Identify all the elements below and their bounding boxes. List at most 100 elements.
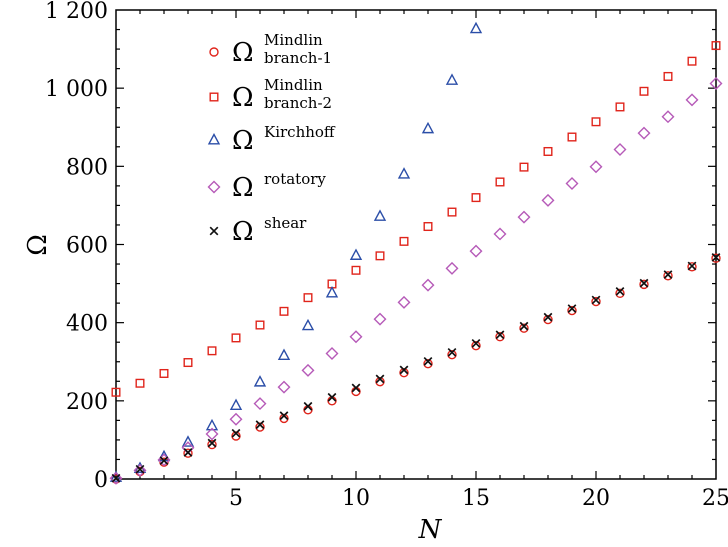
data-point	[685, 93, 699, 107]
data-point	[543, 314, 553, 325]
data-point	[495, 177, 505, 187]
data-point	[111, 473, 121, 483]
data-point	[519, 323, 529, 333]
data-point	[397, 167, 411, 179]
data-point	[469, 244, 483, 258]
series-1	[111, 41, 721, 397]
data-point	[709, 76, 723, 90]
data-point	[159, 368, 169, 378]
data-point	[423, 359, 433, 369]
data-point	[375, 376, 385, 387]
data-point	[373, 312, 387, 326]
y-tick-label: 600	[66, 234, 108, 259]
data-point	[253, 375, 267, 387]
data-point	[615, 288, 625, 299]
y-axis-label: Ω	[23, 234, 53, 256]
data-point	[351, 383, 361, 393]
data-point	[181, 435, 195, 447]
series-0	[111, 253, 721, 484]
y-tick-label: 800	[66, 155, 108, 180]
data-point	[399, 367, 409, 378]
data-point	[205, 427, 219, 441]
y-tick-label: 400	[66, 312, 108, 337]
legend-symbol: Ω	[232, 83, 254, 113]
data-point	[447, 207, 457, 217]
legend-symbol: Ω	[232, 38, 254, 68]
data-point	[255, 320, 265, 330]
series-4	[111, 252, 721, 483]
data-point	[471, 341, 481, 351]
data-point	[639, 278, 649, 288]
data-point	[495, 332, 505, 342]
legend-marker	[209, 226, 219, 236]
data-point	[255, 420, 265, 430]
data-point	[517, 210, 531, 224]
data-point	[231, 333, 241, 343]
legend-marker	[207, 133, 221, 145]
data-point	[471, 193, 481, 203]
data-point	[589, 160, 603, 174]
x-tick-label: 20	[582, 486, 610, 511]
data-point	[543, 146, 553, 156]
y-tick-label: 200	[66, 390, 108, 415]
data-point	[687, 261, 697, 271]
axis-ticks	[116, 10, 716, 479]
x-tick-label: 5	[229, 486, 243, 511]
data-point	[421, 278, 435, 292]
data-point	[471, 338, 481, 348]
data-point	[565, 177, 579, 191]
data-point	[663, 71, 673, 81]
data-point	[301, 318, 315, 331]
legend-marker	[209, 92, 219, 102]
x-tick-label: 15	[462, 486, 490, 511]
legend-superscript: rotatory	[264, 170, 326, 188]
data-point	[615, 286, 625, 296]
data-point	[445, 261, 459, 275]
data-point	[375, 374, 385, 384]
data-point	[375, 251, 385, 261]
data-point	[447, 347, 457, 357]
data-point	[133, 463, 147, 477]
legend-symbol: Ω	[232, 217, 254, 247]
x-tick-label: 25	[702, 486, 728, 511]
data-point	[639, 86, 649, 96]
data-point	[493, 227, 507, 241]
data-point	[399, 236, 409, 246]
data-point	[229, 412, 243, 426]
data-point	[687, 262, 697, 272]
legend-superscript: Mindlin	[264, 76, 323, 94]
data-point	[207, 346, 217, 356]
series-3	[109, 76, 723, 485]
y-tick-label: 0	[94, 468, 108, 493]
legend-item: Ω Kirchhoff	[207, 123, 336, 156]
data-point	[279, 411, 289, 421]
data-point	[325, 347, 339, 361]
legend-subscript: branch-2	[264, 94, 332, 112]
tick-labels: 5 10 15 20 25 0 200 400 600 800 1 000 1 200	[45, 0, 728, 511]
data-point	[205, 418, 219, 431]
data-point	[591, 295, 601, 305]
plot-frame	[115, 9, 717, 480]
data-point	[231, 428, 241, 438]
data-point	[421, 121, 435, 134]
data-point	[207, 439, 217, 450]
data-point	[541, 193, 555, 207]
data-point	[159, 456, 169, 466]
data-point	[615, 102, 625, 112]
data-point	[349, 330, 363, 344]
data-point	[183, 448, 193, 457]
data-point	[519, 162, 529, 172]
data-point	[687, 56, 697, 66]
data-point	[279, 413, 289, 424]
x-tick-label: 10	[342, 486, 370, 511]
data-point	[423, 356, 433, 366]
data-point	[229, 398, 243, 411]
data-point	[711, 252, 721, 262]
data-point	[447, 350, 457, 360]
data-point	[445, 73, 459, 85]
data-point	[253, 397, 267, 411]
